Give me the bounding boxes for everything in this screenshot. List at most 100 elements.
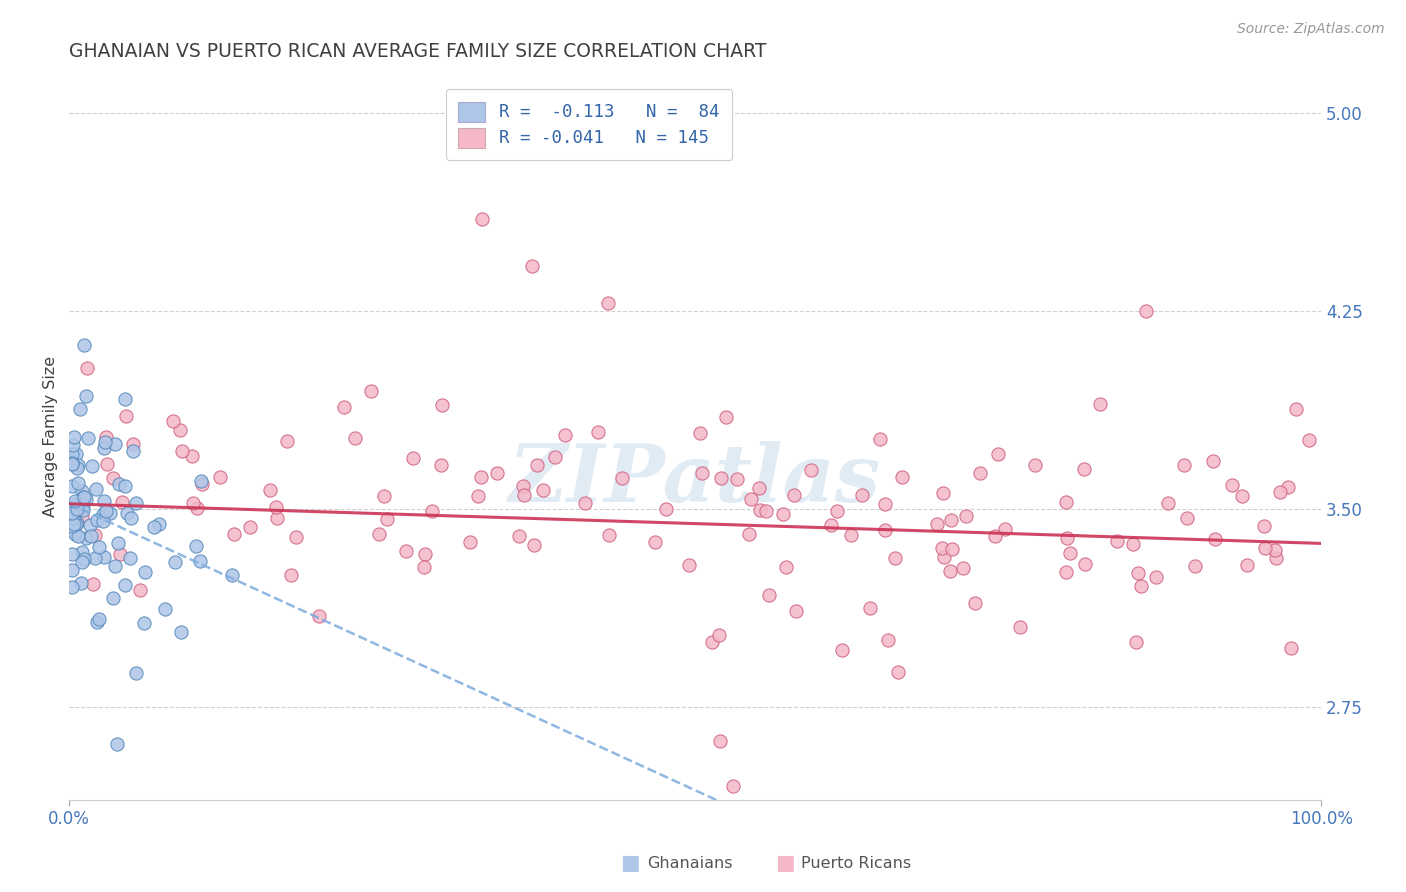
Point [63, 430, 86, 444]
Point [373, 489, 395, 503]
Point [259, 483, 281, 498]
Point [104, 436, 127, 450]
Text: Source: ZipAtlas.com: Source: ZipAtlas.com [1237, 22, 1385, 37]
Point [66, 501, 89, 516]
Point [66, 516, 89, 530]
Point [169, 424, 191, 438]
Point [725, 472, 748, 486]
Point [413, 560, 436, 574]
Point [1298, 433, 1320, 447]
Point [758, 589, 780, 603]
Point [209, 470, 232, 484]
Point [60, 580, 83, 594]
Point [184, 539, 207, 553]
Point [467, 489, 489, 503]
Point [526, 458, 548, 472]
Point [121, 444, 143, 458]
Point [513, 487, 536, 501]
Point [690, 466, 713, 480]
Point [360, 384, 382, 398]
Point [115, 506, 138, 520]
Point [931, 541, 953, 555]
Point [69, 402, 91, 417]
Point [941, 542, 963, 557]
Point [710, 471, 733, 485]
Point [276, 434, 298, 448]
Point [170, 625, 193, 640]
Point [104, 559, 127, 574]
Text: GHANAIAN VS PUERTO RICAN AVERAGE FAMILY SIZE CORRELATION CHART: GHANAIAN VS PUERTO RICAN AVERAGE FAMILY … [69, 42, 766, 61]
Point [969, 466, 991, 480]
Point [721, 780, 744, 794]
Point [93, 441, 115, 455]
Point [120, 551, 142, 566]
Point [544, 450, 567, 465]
Point [114, 392, 136, 407]
Point [66, 475, 89, 490]
Point [60, 479, 83, 493]
Y-axis label: Average Family Size: Average Family Size [44, 356, 58, 517]
Point [738, 527, 761, 541]
Point [512, 478, 534, 492]
Point [1130, 579, 1153, 593]
Point [170, 443, 193, 458]
Point [76, 431, 98, 445]
Point [62, 438, 84, 452]
Text: ZIPatlas: ZIPatlas [509, 442, 882, 519]
Point [965, 596, 987, 610]
Point [120, 511, 142, 525]
Point [222, 527, 245, 541]
Point [75, 531, 97, 545]
Point [114, 578, 136, 592]
Point [94, 435, 117, 450]
Legend: R =  -0.113   N =  84, R = -0.041   N = 145: R = -0.113 N = 84, R = -0.041 N = 145 [446, 89, 733, 160]
Point [75, 389, 97, 403]
Point [655, 501, 678, 516]
Point [60, 563, 83, 577]
Point [186, 501, 208, 516]
Point [107, 476, 129, 491]
Point [115, 409, 138, 423]
Point [1056, 531, 1078, 545]
Point [87, 540, 110, 554]
Point [66, 528, 89, 542]
Point [62, 511, 84, 525]
Point [873, 497, 896, 511]
Point [70, 576, 93, 591]
Point [1220, 478, 1243, 492]
Point [93, 493, 115, 508]
Point [190, 554, 212, 568]
Point [875, 523, 897, 537]
Point [76, 361, 98, 376]
Point [554, 428, 576, 442]
Point [574, 496, 596, 510]
Point [927, 516, 949, 531]
Point [887, 665, 910, 680]
Point [375, 512, 398, 526]
Point [432, 398, 454, 412]
Point [740, 491, 762, 506]
Point [1135, 304, 1157, 318]
Text: Ghanaians: Ghanaians [647, 856, 733, 871]
Point [110, 548, 132, 562]
Point [458, 535, 481, 549]
Point [931, 485, 953, 500]
Point [800, 463, 823, 477]
Point [1059, 546, 1081, 560]
Point [86, 482, 108, 496]
Point [67, 458, 90, 472]
Point [86, 615, 108, 629]
Point [264, 500, 287, 514]
Point [1204, 533, 1226, 547]
Point [66, 496, 89, 510]
Point [1230, 489, 1253, 503]
Point [471, 211, 494, 226]
Point [1175, 511, 1198, 525]
Point [470, 470, 492, 484]
Point [952, 561, 974, 575]
Point [883, 551, 905, 566]
Point [1073, 557, 1095, 571]
Point [72, 498, 94, 512]
Point [932, 549, 955, 564]
Point [831, 642, 853, 657]
